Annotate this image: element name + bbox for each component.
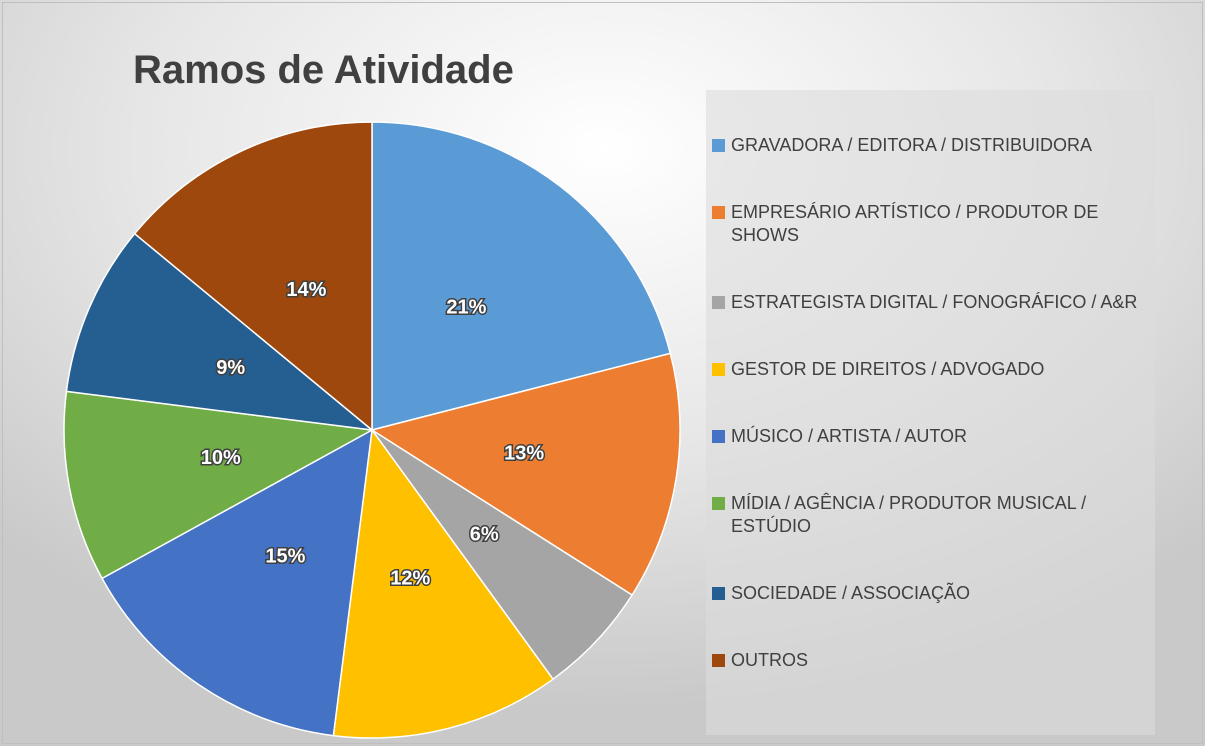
data-label: 13% (504, 442, 544, 464)
legend-item: GESTOR DE DIREITOS / ADVOGADO (712, 358, 1155, 381)
pie-slice (133, 121, 373, 432)
data-label: 15% (265, 546, 305, 568)
chart-title: Ramos de Atividade (133, 48, 514, 92)
legend-swatch (712, 587, 725, 600)
legend-label: ESTRATEGISTA DIGITAL / FONOGRÁFICO / A&R (731, 292, 1138, 312)
pie-slice (101, 428, 373, 737)
legend-label: EMPRESÁRIO ARTÍSTICO / PRODUTOR DE SHOWS (731, 202, 1099, 245)
legend-swatch (712, 139, 725, 152)
legend-item: OUTROS (712, 649, 1155, 672)
data-label: 9% (216, 357, 245, 379)
data-label: 6% (470, 524, 499, 546)
pie-slice (370, 352, 681, 597)
legend-swatch (712, 363, 725, 376)
legend-label: OUTROS (731, 650, 809, 670)
data-label: 12% (390, 567, 430, 589)
pie-slice (371, 121, 672, 431)
pie-slice (63, 390, 375, 580)
legend-item: SOCIEDADE / ASSOCIAÇÃO (712, 582, 1155, 605)
legend-item: ESTRATEGISTA DIGITAL / FONOGRÁFICO / A&R (712, 291, 1155, 314)
data-label: 21% (446, 297, 486, 319)
legend-item: MÍDIA / AGÊNCIA / PRODUTOR MUSICAL / EST… (712, 492, 1155, 538)
legend: GRAVADORA / EDITORA / DISTRIBUIDORA EMPRE… (706, 90, 1155, 735)
legend-label: MÍDIA / AGÊNCIA / PRODUTOR MUSICAL / EST… (731, 493, 1087, 536)
data-label: 10% (201, 447, 241, 469)
legend-item: GRAVADORA / EDITORA / DISTRIBUIDORA (712, 134, 1155, 157)
legend-item: MÚSICO / ARTISTA / AUTOR (712, 425, 1155, 448)
pie-slice (65, 232, 375, 432)
legend-label: MÚSICO / ARTISTA / AUTOR (731, 426, 968, 446)
legend-swatch (712, 206, 725, 219)
pie-slice (332, 428, 555, 739)
legend-swatch (712, 497, 725, 510)
legend-swatch (712, 654, 725, 667)
legend-label: SOCIEDADE / ASSOCIAÇÃO (731, 583, 971, 603)
legend-swatch (712, 296, 725, 309)
legend-label: GESTOR DE DIREITOS / ADVOGADO (731, 359, 1045, 379)
legend-item: EMPRESÁRIO ARTÍSTICO / PRODUTOR DE SHOWS (712, 201, 1155, 247)
legend-swatch (712, 430, 725, 443)
legend-label: GRAVADORA / EDITORA / DISTRIBUIDORA (731, 135, 1093, 155)
data-label: 14% (286, 279, 326, 301)
